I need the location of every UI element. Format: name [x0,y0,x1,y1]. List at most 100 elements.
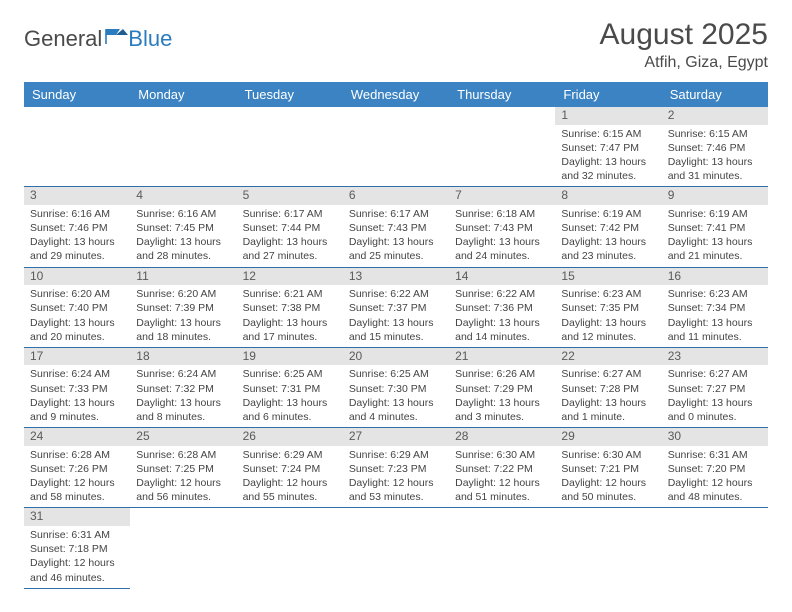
calendar-cell [449,107,555,187]
day-number: 20 [343,348,449,366]
calendar-cell: 15Sunrise: 6:23 AMSunset: 7:35 PMDayligh… [555,267,661,347]
day-info: Sunrise: 6:15 AMSunset: 7:46 PMDaylight:… [662,125,768,187]
page-title: August 2025 [600,18,768,52]
day-info: Sunrise: 6:19 AMSunset: 7:41 PMDaylight:… [662,205,768,267]
day-info: Sunrise: 6:25 AMSunset: 7:31 PMDaylight:… [237,365,343,427]
calendar-cell: 1Sunrise: 6:15 AMSunset: 7:47 PMDaylight… [555,107,661,187]
calendar-body: 1Sunrise: 6:15 AMSunset: 7:47 PMDaylight… [24,107,768,588]
calendar-cell: 22Sunrise: 6:27 AMSunset: 7:28 PMDayligh… [555,347,661,427]
calendar-cell [555,508,661,588]
calendar-cell: 29Sunrise: 6:30 AMSunset: 7:21 PMDayligh… [555,428,661,508]
day-info: Sunrise: 6:26 AMSunset: 7:29 PMDaylight:… [449,365,555,427]
calendar-cell: 26Sunrise: 6:29 AMSunset: 7:24 PMDayligh… [237,428,343,508]
day-number: 6 [343,187,449,205]
calendar-cell [237,107,343,187]
weekday-header: Thursday [449,82,555,107]
day-number: 24 [24,428,130,446]
day-info: Sunrise: 6:18 AMSunset: 7:43 PMDaylight:… [449,205,555,267]
calendar-cell: 6Sunrise: 6:17 AMSunset: 7:43 PMDaylight… [343,187,449,267]
day-number: 12 [237,268,343,286]
day-info: Sunrise: 6:25 AMSunset: 7:30 PMDaylight:… [343,365,449,427]
day-info: Sunrise: 6:23 AMSunset: 7:34 PMDaylight:… [662,285,768,347]
day-number: 7 [449,187,555,205]
calendar-cell: 7Sunrise: 6:18 AMSunset: 7:43 PMDaylight… [449,187,555,267]
day-info: Sunrise: 6:16 AMSunset: 7:45 PMDaylight:… [130,205,236,267]
calendar-cell: 23Sunrise: 6:27 AMSunset: 7:27 PMDayligh… [662,347,768,427]
day-info: Sunrise: 6:28 AMSunset: 7:26 PMDaylight:… [24,446,130,508]
calendar-row: 17Sunrise: 6:24 AMSunset: 7:33 PMDayligh… [24,347,768,427]
calendar-cell: 25Sunrise: 6:28 AMSunset: 7:25 PMDayligh… [130,428,236,508]
weekday-header: Saturday [662,82,768,107]
day-info: Sunrise: 6:22 AMSunset: 7:37 PMDaylight:… [343,285,449,347]
calendar-cell: 19Sunrise: 6:25 AMSunset: 7:31 PMDayligh… [237,347,343,427]
day-number: 29 [555,428,661,446]
day-number: 16 [662,268,768,286]
calendar-cell: 2Sunrise: 6:15 AMSunset: 7:46 PMDaylight… [662,107,768,187]
day-info: Sunrise: 6:29 AMSunset: 7:23 PMDaylight:… [343,446,449,508]
day-info: Sunrise: 6:24 AMSunset: 7:33 PMDaylight:… [24,365,130,427]
day-number: 11 [130,268,236,286]
weekday-header: Monday [130,82,236,107]
calendar-cell: 16Sunrise: 6:23 AMSunset: 7:34 PMDayligh… [662,267,768,347]
calendar-cell: 9Sunrise: 6:19 AMSunset: 7:41 PMDaylight… [662,187,768,267]
day-info: Sunrise: 6:15 AMSunset: 7:47 PMDaylight:… [555,125,661,187]
title-block: August 2025 Atfih, Giza, Egypt [600,18,768,72]
calendar-cell [130,508,236,588]
calendar-cell: 27Sunrise: 6:29 AMSunset: 7:23 PMDayligh… [343,428,449,508]
calendar-cell [130,107,236,187]
day-number: 5 [237,187,343,205]
calendar-cell: 5Sunrise: 6:17 AMSunset: 7:44 PMDaylight… [237,187,343,267]
day-number: 17 [24,348,130,366]
day-number: 10 [24,268,130,286]
day-number: 30 [662,428,768,446]
calendar-cell: 24Sunrise: 6:28 AMSunset: 7:26 PMDayligh… [24,428,130,508]
day-info: Sunrise: 6:22 AMSunset: 7:36 PMDaylight:… [449,285,555,347]
calendar-cell: 10Sunrise: 6:20 AMSunset: 7:40 PMDayligh… [24,267,130,347]
calendar-cell [343,107,449,187]
calendar-cell: 28Sunrise: 6:30 AMSunset: 7:22 PMDayligh… [449,428,555,508]
calendar-cell: 13Sunrise: 6:22 AMSunset: 7:37 PMDayligh… [343,267,449,347]
header: General Blue August 2025 Atfih, Giza, Eg… [24,18,768,72]
calendar-cell: 3Sunrise: 6:16 AMSunset: 7:46 PMDaylight… [24,187,130,267]
calendar-cell: 8Sunrise: 6:19 AMSunset: 7:42 PMDaylight… [555,187,661,267]
calendar-cell: 20Sunrise: 6:25 AMSunset: 7:30 PMDayligh… [343,347,449,427]
calendar-table: SundayMondayTuesdayWednesdayThursdayFrid… [24,82,768,589]
weekday-header: Friday [555,82,661,107]
calendar-cell: 17Sunrise: 6:24 AMSunset: 7:33 PMDayligh… [24,347,130,427]
day-number: 26 [237,428,343,446]
day-number: 23 [662,348,768,366]
day-info: Sunrise: 6:23 AMSunset: 7:35 PMDaylight:… [555,285,661,347]
day-number: 1 [555,107,661,125]
calendar-cell: 30Sunrise: 6:31 AMSunset: 7:20 PMDayligh… [662,428,768,508]
day-number: 31 [24,508,130,526]
calendar-row: 3Sunrise: 6:16 AMSunset: 7:46 PMDaylight… [24,187,768,267]
calendar-cell [662,508,768,588]
day-number: 22 [555,348,661,366]
day-info: Sunrise: 6:24 AMSunset: 7:32 PMDaylight:… [130,365,236,427]
calendar-cell: 11Sunrise: 6:20 AMSunset: 7:39 PMDayligh… [130,267,236,347]
day-number: 19 [237,348,343,366]
day-info: Sunrise: 6:31 AMSunset: 7:18 PMDaylight:… [24,526,130,588]
calendar-row: 24Sunrise: 6:28 AMSunset: 7:26 PMDayligh… [24,428,768,508]
day-number: 21 [449,348,555,366]
calendar-cell [343,508,449,588]
day-number: 8 [555,187,661,205]
location-subtitle: Atfih, Giza, Egypt [600,54,768,72]
calendar-cell [237,508,343,588]
day-info: Sunrise: 6:19 AMSunset: 7:42 PMDaylight:… [555,205,661,267]
day-number: 2 [662,107,768,125]
calendar-cell: 4Sunrise: 6:16 AMSunset: 7:45 PMDaylight… [130,187,236,267]
day-number: 9 [662,187,768,205]
calendar-cell: 12Sunrise: 6:21 AMSunset: 7:38 PMDayligh… [237,267,343,347]
day-number: 28 [449,428,555,446]
day-number: 18 [130,348,236,366]
day-info: Sunrise: 6:30 AMSunset: 7:21 PMDaylight:… [555,446,661,508]
brand-name-b: Blue [128,26,172,52]
day-info: Sunrise: 6:17 AMSunset: 7:44 PMDaylight:… [237,205,343,267]
day-info: Sunrise: 6:27 AMSunset: 7:27 PMDaylight:… [662,365,768,427]
calendar-row: 10Sunrise: 6:20 AMSunset: 7:40 PMDayligh… [24,267,768,347]
day-info: Sunrise: 6:17 AMSunset: 7:43 PMDaylight:… [343,205,449,267]
day-number: 14 [449,268,555,286]
calendar-cell: 18Sunrise: 6:24 AMSunset: 7:32 PMDayligh… [130,347,236,427]
day-info: Sunrise: 6:28 AMSunset: 7:25 PMDaylight:… [130,446,236,508]
